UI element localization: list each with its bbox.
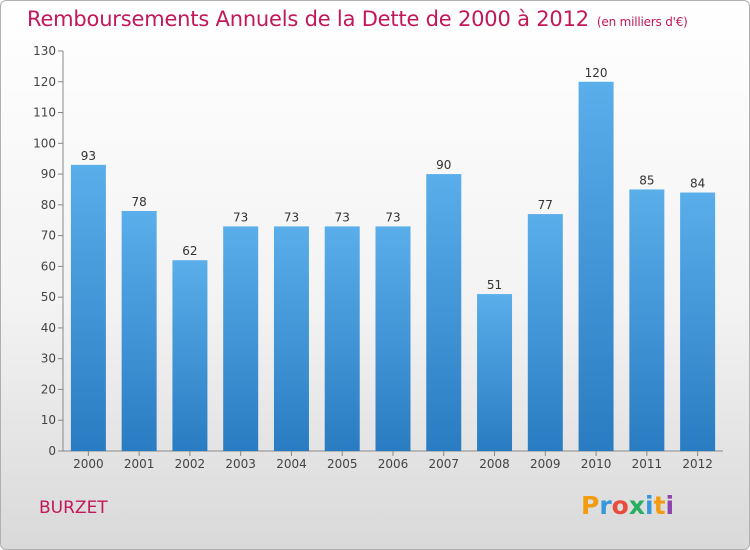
data-label: 62 [182,244,197,258]
y-tick-label: 50 [41,290,56,304]
x-tick-label: 2010 [581,457,612,471]
y-tick-label: 20 [41,382,56,396]
x-tick-label: 2001 [124,457,155,471]
data-label: 73 [385,210,400,224]
bar [223,226,259,451]
y-tick-label: 120 [33,75,56,89]
y-tick-label: 30 [41,352,56,366]
y-tick-label: 80 [41,198,56,212]
logo-letter: r [599,491,612,520]
bar [629,189,665,451]
logo-letter: P [581,491,600,520]
x-tick-label: 2006 [378,457,409,471]
x-tick-label: 2000 [73,457,104,471]
y-tick-label: 130 [33,44,56,58]
data-label: 120 [585,66,608,80]
bar [527,214,563,451]
bar [70,164,106,451]
y-tick-label: 10 [41,413,56,427]
chart-unit: (en milliers d'€) [596,15,688,29]
logo-letter: i [645,491,654,520]
y-tick-label: 90 [41,167,56,181]
x-tick-label: 2002 [175,457,206,471]
x-tick-label: 2003 [225,457,256,471]
y-tick-label: 60 [41,259,56,273]
data-label: 78 [132,195,147,209]
y-tick-label: 100 [33,136,56,150]
bar [121,211,157,451]
data-label: 84 [690,177,705,191]
chart-title: Remboursements Annuels de la Dette de 20… [27,7,688,31]
data-label: 90 [436,158,451,172]
data-label: 93 [81,149,96,163]
logo-letter: x [628,491,645,520]
bar [680,192,716,452]
x-tick-label: 2007 [428,457,459,471]
data-label: 73 [284,210,299,224]
x-tick-label: 2009 [530,457,561,471]
bar [324,226,360,451]
data-label: 85 [639,173,654,187]
chart-title-text: Remboursements Annuels de la Dette de 20… [27,7,589,31]
proxiti-logo: Proxiti [581,491,674,520]
commune-name: BURZET [39,498,108,518]
logo-letter: t [653,491,666,520]
bar [172,260,208,451]
x-tick-label: 2008 [479,457,510,471]
y-tick-label: 40 [41,321,56,335]
logo-letter: i [665,491,675,520]
y-tick-label: 0 [48,444,56,458]
x-tick-label: 2012 [682,457,713,471]
x-tick-label: 2005 [327,457,358,471]
y-tick-label: 110 [33,106,56,120]
bar [578,81,614,452]
x-tick-label: 2004 [276,457,307,471]
y-tick-label: 70 [41,229,56,243]
data-label: 73 [233,210,248,224]
bar [426,174,462,452]
bar [375,226,411,451]
data-label: 73 [335,210,350,224]
x-tick-label: 2011 [632,457,663,471]
data-label: 51 [487,278,502,292]
logo-letter: o [611,491,629,520]
data-label: 77 [538,198,553,212]
bar [477,294,513,451]
bar [273,226,309,451]
